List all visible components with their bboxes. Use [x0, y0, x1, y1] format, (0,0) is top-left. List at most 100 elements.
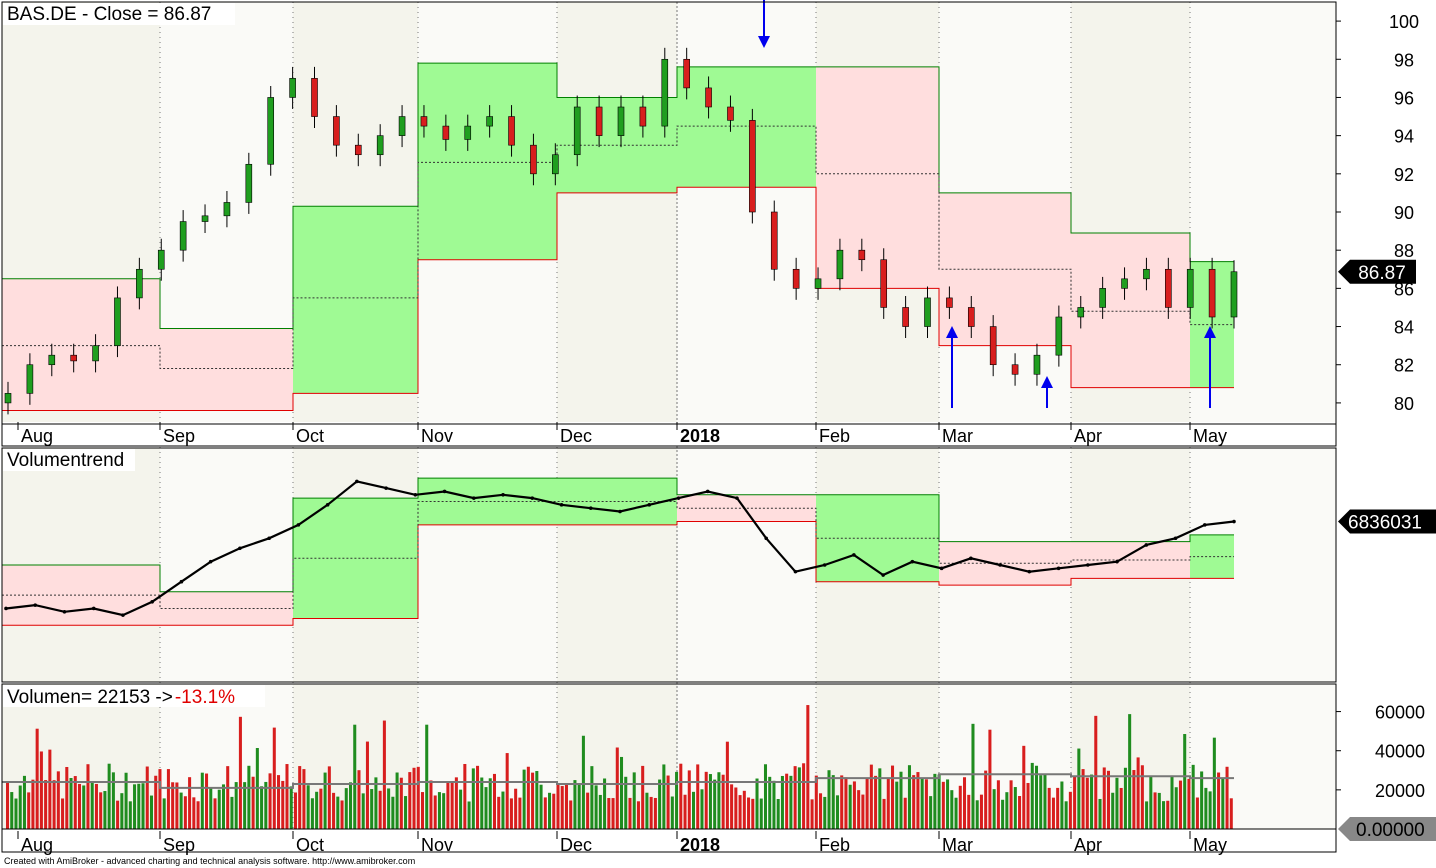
volume-bar — [526, 766, 530, 829]
volume-bar — [281, 780, 285, 829]
volume-bar — [61, 798, 65, 829]
bottom-x-label: Sep — [163, 835, 195, 855]
volume-bar — [395, 772, 399, 829]
volume-bar — [954, 797, 958, 829]
price-y-tick-label: 94 — [1394, 127, 1414, 147]
candle-body — [989, 326, 997, 366]
candle-body — [398, 116, 406, 136]
volume-bar — [1018, 796, 1022, 829]
volume-bar — [1030, 762, 1034, 829]
volumentrend-channel-upper — [2, 477, 1234, 593]
volume-bar — [221, 784, 225, 829]
candle-body — [245, 163, 253, 203]
volume-bar — [179, 792, 183, 829]
volume-bar — [48, 749, 52, 829]
volume-bar — [310, 798, 314, 829]
volume-bar — [996, 780, 1000, 829]
volume-bar — [340, 800, 344, 829]
volume-bar — [268, 773, 272, 829]
volumentrend-point — [939, 566, 944, 571]
volume-bar — [378, 790, 382, 829]
volume-bar — [708, 774, 712, 829]
volumentrend-point — [793, 569, 798, 574]
volumentrend-point — [472, 496, 476, 500]
volume-bar — [306, 785, 310, 829]
volume-bar — [120, 793, 124, 829]
bottom-x-label: Nov — [421, 835, 453, 855]
sell-arrow-head — [758, 36, 770, 48]
volume-bar — [230, 796, 234, 829]
volume-bar — [39, 751, 43, 829]
volume-bar — [404, 796, 408, 829]
volume-bar — [298, 766, 302, 829]
volume-bar — [886, 778, 890, 829]
volume-bar — [734, 787, 738, 829]
footer-credit: Created with AmiBroker - advanced charti… — [4, 856, 415, 866]
volume-bar — [611, 798, 615, 829]
volume-bar — [1200, 771, 1204, 829]
price-x-label: Feb — [819, 426, 850, 446]
volumentrend-point — [4, 606, 8, 611]
volume-last-value-marker — [1338, 817, 1436, 841]
volume-bar — [183, 796, 187, 829]
candle-body — [267, 97, 275, 165]
volume-bar — [747, 797, 751, 829]
volume-bar — [632, 772, 636, 829]
price-x-label: Oct — [296, 426, 324, 446]
volume-bar — [77, 783, 82, 829]
price-x-label: Sep — [163, 426, 195, 446]
volume-bar — [653, 797, 657, 829]
volume-bar — [869, 764, 873, 829]
volume-bar — [662, 764, 666, 829]
volume-bar — [226, 766, 230, 829]
candle-body — [770, 211, 778, 270]
volume-bar — [971, 723, 975, 829]
candle-body — [48, 354, 56, 366]
volumentrend-point — [1027, 569, 1032, 574]
volume-bar — [704, 771, 708, 829]
volume-bar — [260, 786, 264, 829]
candle-body — [442, 125, 450, 140]
candle-body — [814, 278, 822, 289]
volumentrend-point — [267, 536, 271, 541]
candle-body — [354, 144, 362, 156]
volume-bar — [552, 793, 556, 829]
volume-bar — [620, 756, 624, 829]
price-y-tick-label: 92 — [1394, 165, 1414, 185]
candle-body — [1165, 268, 1172, 308]
volume-bar — [344, 788, 348, 829]
candle-body — [530, 144, 537, 175]
volume-bar — [1174, 787, 1178, 829]
candle-body — [223, 202, 231, 217]
volumentrend-point — [121, 613, 125, 617]
volume-bar — [941, 781, 945, 829]
price-channel-band — [293, 206, 418, 394]
volumentrend-point — [501, 493, 505, 497]
volume-bar — [56, 771, 60, 829]
candle-body — [924, 297, 931, 327]
volume-bar — [848, 784, 852, 829]
volume-bar — [1081, 769, 1085, 829]
volume-month-band — [1190, 684, 1336, 829]
volume-bar — [1225, 766, 1229, 829]
volume-bar — [878, 768, 882, 829]
volume-bar — [200, 772, 204, 829]
price-channel-band — [939, 192, 1071, 346]
volume-bar — [670, 796, 674, 829]
volumentrend-channel-band — [1190, 534, 1234, 579]
volume-bar — [99, 792, 103, 829]
volume-bar — [387, 788, 391, 829]
volume-bar — [137, 783, 141, 829]
candle-body — [552, 154, 559, 175]
volume-bar — [891, 765, 895, 829]
volume-bar — [895, 781, 899, 829]
volume-y-tick-label: 40000 — [1375, 742, 1425, 762]
volume-bar — [577, 784, 581, 829]
price-x-axis-bg — [2, 424, 1336, 446]
price-y-tick-label: 90 — [1394, 203, 1414, 223]
bottom-x-label: 2018 — [680, 835, 720, 855]
price-y-tick-label: 80 — [1394, 394, 1414, 414]
volume-bar — [768, 776, 772, 829]
volumentrend-point — [62, 610, 67, 614]
volume-bar — [1102, 767, 1106, 829]
